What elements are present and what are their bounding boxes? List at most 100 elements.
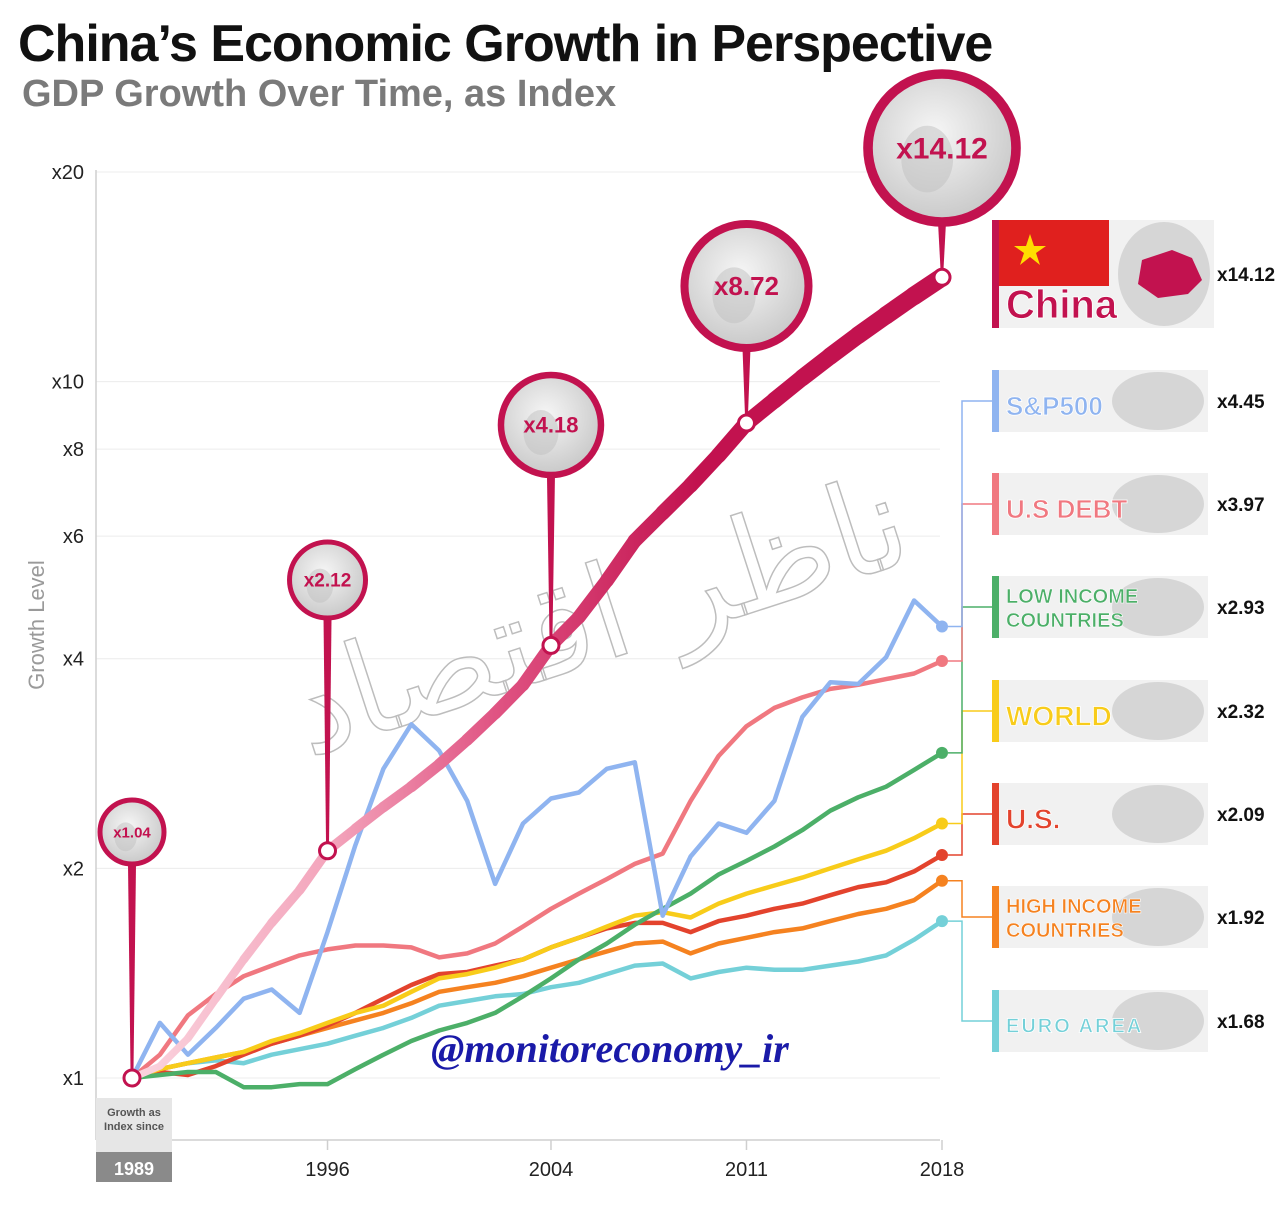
- series-end-point: [936, 655, 948, 668]
- x-tick-label: 1996: [305, 1159, 350, 1181]
- callout-layer: x1.04 x2.12 x4.18 x8.72 x14.12: [97, 69, 1021, 1088]
- map-icon: [1112, 785, 1204, 843]
- legend-name: COUNTRIES: [1006, 920, 1124, 942]
- legend-name: HIGH INCOME: [1006, 896, 1142, 918]
- series-line-us_debt: [129, 658, 945, 1081]
- y-tick-label: x2: [63, 858, 84, 880]
- legend-color-bar: [992, 680, 999, 742]
- callout-pin: [742, 348, 751, 416]
- series-end-point: [936, 915, 948, 928]
- map-icon: [1112, 475, 1204, 533]
- y-tick-label: x1: [63, 1068, 84, 1090]
- legend-color-bar: [992, 576, 999, 638]
- series-layer: [128, 267, 992, 1090]
- series-line-china: [350, 801, 389, 834]
- china-point-marker: [541, 635, 561, 655]
- series-line-china: [156, 1034, 192, 1070]
- legend-name: China: [1006, 283, 1118, 327]
- series-line-china: [211, 955, 248, 1003]
- series-end-point: [936, 746, 948, 759]
- map-icon: [1112, 682, 1204, 740]
- china-flag-icon: [999, 220, 1109, 286]
- legend-name: WORLD: [1006, 701, 1112, 732]
- legend-connector: [948, 400, 992, 628]
- series-line-china: [433, 733, 473, 771]
- callout-label: x14.12: [896, 133, 988, 166]
- base-note-label: Index since: [104, 1121, 164, 1133]
- globe-icon: [306, 568, 334, 603]
- legend-name: U.S.: [1006, 804, 1060, 835]
- china-point-marker: [932, 267, 952, 287]
- watermark-logo-text: ناظر اقتصاد: [271, 444, 927, 787]
- series-line-china: [378, 781, 417, 813]
- legend-layer: China x14.12 S&P500 x4.45 U.S DEBT x3.97 LOW I…: [992, 220, 1275, 1052]
- china-map-icon: [1138, 250, 1202, 298]
- china-point-marker: [736, 413, 756, 433]
- series-line-china: [461, 707, 502, 746]
- series-end-point: [936, 817, 948, 830]
- callout-pin: [128, 864, 136, 1070]
- legend-color-bar: [992, 220, 999, 328]
- legend-value: x1.92: [1217, 908, 1265, 929]
- y-tick-label: x20: [52, 162, 84, 184]
- callout-pin: [546, 475, 555, 638]
- x-tick-label: 2004: [529, 1159, 574, 1181]
- series-line-world: [129, 821, 945, 1081]
- series-line-china: [405, 758, 445, 793]
- series-end-point: [936, 620, 948, 633]
- watermark-handle: @monitoreconomy_ir: [431, 1026, 789, 1071]
- legend-color-bar: [992, 473, 999, 535]
- map-icon: [1112, 578, 1204, 636]
- series-line-china: [239, 918, 276, 964]
- legend-color-bar: [992, 370, 999, 432]
- series-line-china: [267, 885, 305, 928]
- page-title: China’s Economic Growth in Perspective: [18, 15, 993, 73]
- callout-pin: [938, 222, 946, 270]
- legend-color-bar: [992, 990, 999, 1052]
- legend-color-bar: [992, 886, 999, 948]
- star-icon: [1014, 234, 1046, 265]
- legend-name: EURO AREA: [1006, 1016, 1143, 1038]
- axis-layer: x1 x2 x4 x6 x8 x10 x20 Growth Level Growth as Ind…: [24, 162, 964, 1182]
- y-tick-label: x10: [52, 372, 84, 394]
- base-note-label: Growth as: [107, 1107, 161, 1119]
- watermark-logo: ناظر اقتصاد: [270, 443, 928, 788]
- callout-label: x1.04: [113, 824, 151, 841]
- x-tick-label: 1989: [114, 1159, 154, 1179]
- legend-value: x2.32: [1217, 702, 1265, 723]
- legend-connector: [948, 920, 992, 1022]
- y-tick-label: x6: [63, 526, 84, 548]
- map-icon: [1112, 888, 1204, 946]
- base-year-box: [96, 1152, 172, 1182]
- x-tick-label: 2018: [920, 1159, 965, 1181]
- series-line-china: [488, 678, 530, 720]
- legend-value: x1.68: [1217, 1012, 1265, 1033]
- series-line-sp500: [129, 598, 945, 1081]
- globe-icon: [901, 125, 954, 193]
- callout-label: x8.72: [714, 271, 779, 301]
- series-end-point: [936, 874, 948, 887]
- y-tick-label: x8: [63, 439, 84, 461]
- china-point-marker: [318, 841, 338, 861]
- series-line-china: [572, 573, 614, 624]
- legend-value: x14.12: [1217, 265, 1275, 286]
- legend-connector: [948, 879, 992, 918]
- legend-color-bar: [992, 783, 999, 845]
- series-line-low_income: [129, 750, 945, 1090]
- legend-connector: [948, 503, 992, 662]
- map-icon: [1112, 992, 1204, 1050]
- callout-label: x2.12: [304, 571, 352, 592]
- legend-connector: [948, 710, 992, 825]
- globe-icon: [523, 410, 559, 455]
- x-tick-label: 2011: [725, 1159, 768, 1181]
- series-line-china: [183, 994, 220, 1043]
- china-point-marker: [122, 1068, 142, 1088]
- legend-connector: [948, 606, 992, 754]
- callout-pin: [323, 618, 332, 843]
- series-line-china: [599, 533, 642, 588]
- legend-value: x3.97: [1217, 495, 1265, 516]
- y-tick-label: x4: [63, 649, 84, 671]
- legend-value: x4.45: [1217, 392, 1265, 413]
- y-axis-title: Growth Level: [24, 560, 49, 690]
